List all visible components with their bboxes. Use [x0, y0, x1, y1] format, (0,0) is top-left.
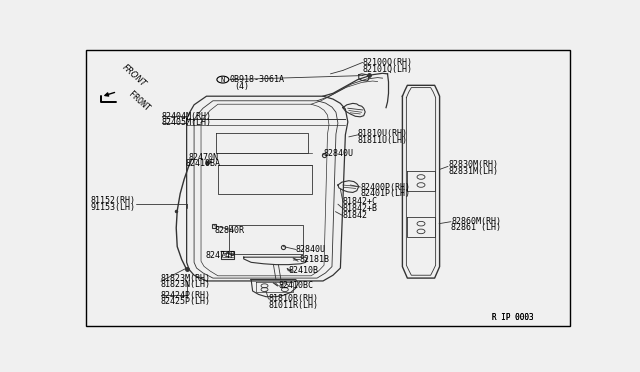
Text: FRONT: FRONT: [121, 62, 148, 89]
Text: 82840U: 82840U: [323, 149, 353, 158]
Text: 82181B: 82181B: [300, 255, 330, 264]
Text: 82100Q(RH): 82100Q(RH): [363, 58, 413, 67]
Text: 82840R: 82840R: [215, 226, 245, 235]
Text: 82404M(RH): 82404M(RH): [162, 112, 212, 121]
Text: 82401P(LH): 82401P(LH): [360, 189, 410, 198]
Text: (4): (4): [234, 82, 249, 91]
Text: 82400P(RH): 82400P(RH): [360, 183, 410, 192]
Text: 82424P(RH): 82424P(RH): [161, 291, 211, 300]
Text: 81011R(LH): 81011R(LH): [269, 301, 319, 310]
Text: 82410B: 82410B: [288, 266, 318, 275]
Text: N: N: [221, 77, 225, 83]
Text: 82474P: 82474P: [205, 251, 236, 260]
Text: 82840U: 82840U: [296, 245, 326, 254]
Text: 91153(LH): 91153(LH): [91, 203, 136, 212]
Text: 81842+B: 81842+B: [343, 204, 378, 213]
Text: 81810R(RH): 81810R(RH): [269, 295, 319, 304]
Text: R IP 0003: R IP 0003: [492, 313, 533, 322]
Text: 81823N(LH): 81823N(LH): [161, 280, 211, 289]
Text: 82861 (LH): 82861 (LH): [451, 224, 501, 232]
Text: 82425P(LH): 82425P(LH): [161, 297, 211, 306]
Text: FRONT: FRONT: [127, 90, 152, 113]
Text: 82831M(LH): 82831M(LH): [448, 167, 498, 176]
Text: 82830M(RH): 82830M(RH): [448, 160, 498, 169]
Text: 82410BC: 82410BC: [278, 281, 314, 290]
Text: 82410BA: 82410BA: [186, 159, 221, 168]
Text: R IP 0003: R IP 0003: [492, 313, 533, 322]
Text: 81842+C: 81842+C: [343, 197, 378, 206]
Text: 82860M(RH): 82860M(RH): [451, 217, 501, 226]
Text: 82405M(LH): 82405M(LH): [162, 118, 212, 127]
Text: 81810U(RH): 81810U(RH): [358, 129, 408, 138]
Text: 81811U(LH): 81811U(LH): [358, 135, 408, 145]
Text: 82101Q(LH): 82101Q(LH): [363, 64, 413, 74]
Text: 81152(RH): 81152(RH): [91, 196, 136, 205]
Text: 0B918-3061A: 0B918-3061A: [230, 75, 285, 84]
Text: 82470N: 82470N: [188, 153, 218, 162]
Text: 81842: 81842: [343, 211, 368, 220]
Text: 81823M(RH): 81823M(RH): [161, 273, 211, 283]
